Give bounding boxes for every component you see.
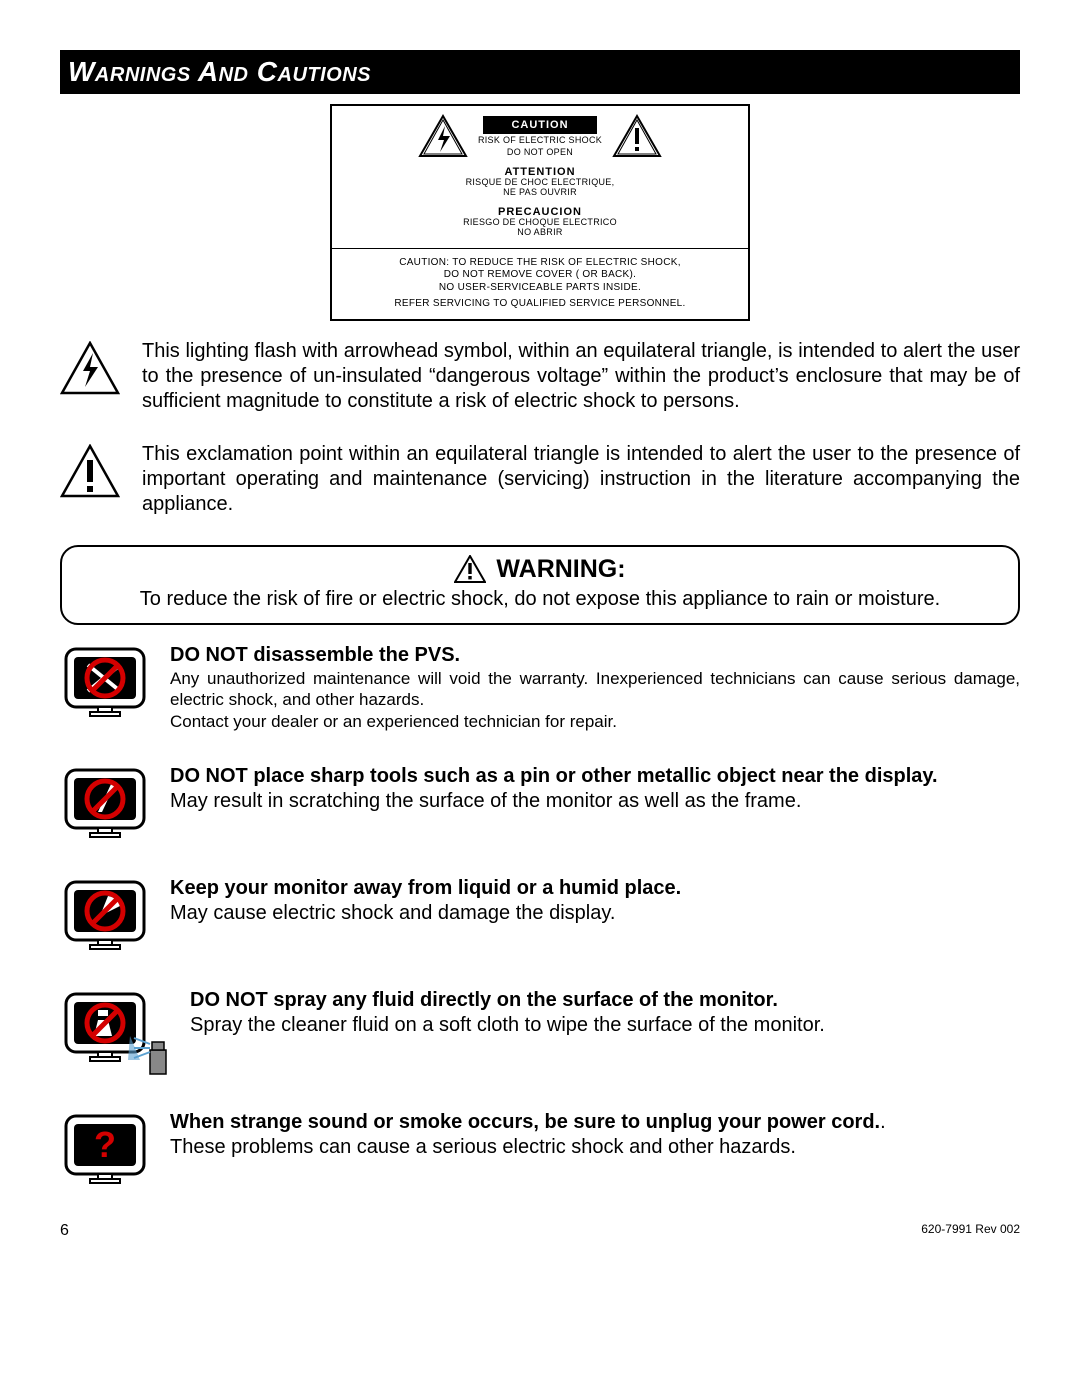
donot-text: DO NOT place sharp tools such as a pin o… [170, 764, 1020, 814]
donot-sub1: Any unauthorized maintenance will void t… [170, 668, 1020, 711]
monitor-question-icon: ? [60, 1110, 150, 1190]
monitor-prohibit-liquid-icon [60, 876, 150, 956]
donot-bold: DO NOT place sharp tools such as a pin o… [170, 764, 1020, 789]
revision-number: 620-7991 Rev 002 [921, 1222, 1020, 1240]
lightning-triangle-icon [418, 114, 468, 158]
caution-bottom-panel: CAUTION: TO REDUCE THE RISK OF ELECTRIC … [332, 249, 748, 319]
caution-label-sub1: RISK OF ELECTRIC SHOCK [478, 136, 602, 146]
donot-bold: When strange sound or smoke occurs, be s… [170, 1111, 880, 1133]
symbol-row-bolt: This lighting flash with arrowhead symbo… [60, 339, 1020, 414]
donot-text: When strange sound or smoke occurs, be s… [170, 1110, 1020, 1160]
donot-row-smoke: ? When strange sound or smoke occurs, be… [60, 1110, 1020, 1190]
caution-bottom-refer: REFER SERVICING TO QUALIFIED SERVICE PER… [338, 298, 742, 311]
donot-text: Keep your monitor away from liquid or a … [170, 876, 1020, 926]
donot-bold: Keep your monitor away from liquid or a … [170, 876, 1020, 901]
page-number: 6 [60, 1222, 69, 1240]
warning-body: To reduce the risk of fire or electric s… [76, 588, 1004, 611]
warning-title-row: WARNING: [454, 555, 625, 584]
caution-bottom-l1: CAUTION: TO REDUCE THE RISK OF ELECTRIC … [338, 257, 742, 270]
attention-block: ATTENTION RISQUE DE CHOC ELECTRIQUE, NE … [336, 166, 744, 198]
caution-bottom-l3: NO USER-SERVICEABLE PARTS INSIDE. [338, 282, 742, 295]
donot-body: These problems can cause a serious elect… [170, 1135, 1020, 1160]
precaucion-sub2: NO ABRIR [336, 228, 744, 238]
precaucion-block: PRECAUCION RIESGO DE CHOQUE ELECTRICO NO… [336, 206, 744, 238]
donot-row-spray: DO NOT spray any fluid directly on the s… [60, 988, 1020, 1078]
caution-black-label: CAUTION RISK OF ELECTRIC SHOCK DO NOT OP… [478, 115, 602, 158]
donot-text: DO NOT disassemble the PVS. Any unauthor… [170, 643, 1020, 732]
donot-row-sharp: DO NOT place sharp tools such as a pin o… [60, 764, 1020, 844]
warning-box: WARNING: To reduce the risk of fire or e… [60, 545, 1020, 626]
monitor-prohibit-tools-icon [60, 643, 150, 723]
symbol-text-bolt: This lighting flash with arrowhead symbo… [142, 339, 1020, 414]
exclaim-triangle-icon [60, 444, 120, 498]
donot-bold: DO NOT spray any fluid directly on the s… [190, 988, 1020, 1013]
caution-icon-row: CAUTION RISK OF ELECTRIC SHOCK DO NOT OP… [336, 114, 744, 158]
attention-sub2: NE PAS OUVRIR [336, 188, 744, 198]
symbol-row-exclaim: This exclamation point within an equilat… [60, 442, 1020, 517]
symbol-text-exclaim: This exclamation point within an equilat… [142, 442, 1020, 517]
donot-sub2: Contact your dealer or an experienced te… [170, 711, 1020, 732]
precaucion-title: PRECAUCION [336, 206, 744, 218]
donot-body: Spray the cleaner fluid on a soft cloth … [190, 1013, 1020, 1038]
section-header: Warnings And Cautions [60, 50, 1020, 94]
caution-label-box: CAUTION RISK OF ELECTRIC SHOCK DO NOT OP… [330, 104, 750, 321]
caution-label-text: CAUTION [483, 116, 596, 134]
donot-text: DO NOT spray any fluid directly on the s… [190, 988, 1020, 1038]
monitor-prohibit-spray-icon [60, 988, 170, 1078]
exclaim-triangle-icon [612, 114, 662, 158]
page-footer: 6 620-7991 Rev 002 [60, 1222, 1020, 1240]
exclaim-triangle-icon [454, 555, 486, 583]
warning-title: WARNING: [496, 555, 625, 584]
svg-text:?: ? [94, 1124, 116, 1165]
caution-bottom-l2: DO NOT REMOVE COVER ( OR BACK). [338, 269, 742, 282]
donot-body: May result in scratching the surface of … [170, 789, 1020, 814]
donot-bold: DO NOT disassemble the PVS. [170, 643, 1020, 668]
donot-row-liquid: Keep your monitor away from liquid or a … [60, 876, 1020, 956]
monitor-prohibit-pin-icon [60, 764, 150, 844]
lightning-triangle-icon [60, 341, 120, 395]
caution-top-panel: CAUTION RISK OF ELECTRIC SHOCK DO NOT OP… [332, 106, 748, 249]
donot-body: May cause electric shock and damage the … [170, 901, 1020, 926]
caution-label-sub2: DO NOT OPEN [478, 148, 602, 158]
donot-row-disassemble: DO NOT disassemble the PVS. Any unauthor… [60, 643, 1020, 732]
